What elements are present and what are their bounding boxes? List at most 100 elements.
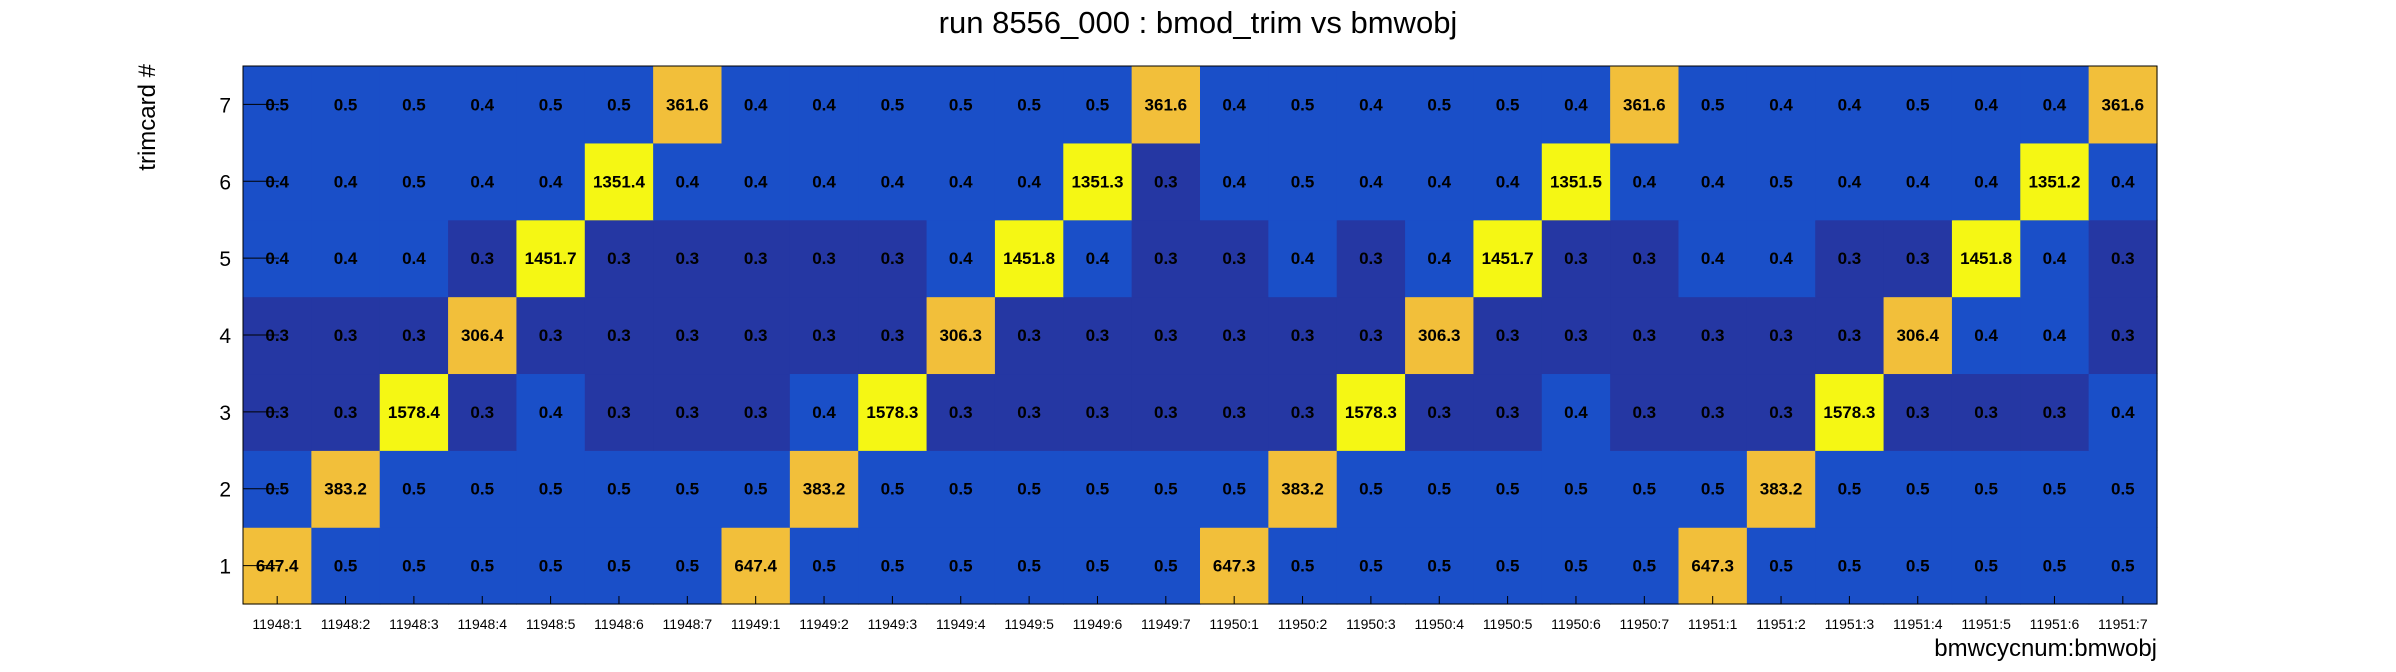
- cell-value-label: 1578.4: [388, 403, 441, 422]
- heatmap-cell: [858, 219, 928, 298]
- cell-value-label: 306.3: [939, 326, 982, 345]
- heatmap-cell: [789, 373, 859, 451]
- y-tick-label: 2: [219, 479, 231, 502]
- cell-value-label: 0.3: [1359, 249, 1383, 268]
- heatmap-cell: [789, 142, 859, 221]
- heatmap-cell: [1883, 142, 1953, 221]
- cell-value-label: 1451.8: [1003, 249, 1055, 268]
- heatmap-cell: [1541, 296, 1611, 375]
- x-tick-label: 11949:1: [731, 616, 781, 632]
- x-tick-label: 11948:5: [526, 616, 576, 632]
- cell-value-label: 0.5: [1701, 480, 1725, 499]
- heatmap-cell: [516, 296, 586, 375]
- heatmap-cell: [1473, 296, 1543, 375]
- cell-value-label: 0.5: [675, 480, 699, 499]
- cell-value-label: 0.3: [1291, 326, 1315, 345]
- heatmap-cell: [721, 296, 791, 375]
- cell-value-label: 0.4: [1017, 172, 1041, 191]
- heatmap-cell: [1200, 142, 1269, 221]
- heatmap-cell: [448, 66, 518, 144]
- cell-value-label: 0.5: [334, 95, 358, 114]
- cell-value-label: 0.3: [607, 326, 631, 345]
- x-tick-label: 11950:1: [1209, 616, 1259, 632]
- heatmap-cell: [1610, 373, 1680, 451]
- heatmap-cell: [1063, 450, 1133, 528]
- heatmap-cell: [1063, 296, 1133, 375]
- cell-value-label: 0.5: [1291, 95, 1315, 114]
- x-tick-label: 11948:2: [321, 616, 371, 632]
- cell-value-label: 0.3: [1017, 403, 1041, 422]
- cell-value-label: 0.4: [1838, 95, 1862, 114]
- cell-value-label: 0.3: [470, 403, 494, 422]
- cell-value-label: 1578.3: [1345, 403, 1397, 422]
- heatmap-cell: [448, 373, 518, 451]
- heatmap-cell: [1405, 66, 1475, 144]
- heatmap-cell: [2020, 66, 2090, 144]
- heatmap-cell: [1131, 373, 1201, 451]
- heatmap-cell: [1678, 219, 1748, 298]
- cell-value-label: 383.2: [1281, 480, 1324, 499]
- cell-value-label: 0.4: [812, 172, 836, 191]
- heatmap-cell: [1610, 66, 1680, 144]
- cell-value-label: 0.3: [1086, 403, 1110, 422]
- heatmap-cell: [1268, 219, 1338, 298]
- x-tick-label: 11951:4: [1893, 616, 1943, 632]
- cell-value-label: 0.5: [2111, 480, 2135, 499]
- heatmap-cell: [1951, 373, 2021, 451]
- heatmap-cell: [789, 219, 859, 298]
- heatmap-cell: [1063, 527, 1133, 605]
- heatmap-cell: [1678, 373, 1748, 451]
- cell-value-label: 0.3: [2043, 403, 2067, 422]
- cell-value-label: 361.6: [666, 95, 709, 114]
- heatmap-cell: [1746, 450, 1816, 528]
- heatmap-cell: [1200, 219, 1269, 298]
- cell-value-label: 0.5: [1222, 480, 1246, 499]
- x-tick-label: 11950:7: [1620, 616, 1670, 632]
- heatmap-cell: [1336, 296, 1406, 375]
- x-axis-label: bmwcycnum:bmwobj: [1934, 635, 2157, 662]
- cell-value-label: 0.4: [881, 172, 905, 191]
- heatmap-cell: [516, 450, 586, 528]
- cell-value-label: 0.5: [1086, 557, 1110, 576]
- cell-value-label: 0.5: [949, 480, 973, 499]
- heatmap-cell: [1883, 219, 1953, 298]
- cell-value-label: 0.5: [607, 557, 631, 576]
- heatmap-cell: [379, 66, 449, 144]
- cell-value-label: 0.5: [1359, 557, 1383, 576]
- heatmap-cell: [584, 142, 654, 221]
- heatmap-cell: [1063, 142, 1133, 221]
- heatmap-cell: [2020, 450, 2090, 528]
- heatmap-cell: [1678, 142, 1748, 221]
- cell-value-label: 0.5: [1427, 95, 1451, 114]
- cell-value-label: 0.4: [1974, 326, 1998, 345]
- y-tick-label: 7: [219, 94, 231, 117]
- heatmap-cell: [379, 373, 449, 451]
- cell-value-label: 0.4: [1769, 249, 1793, 268]
- heatmap-cell: [516, 373, 586, 451]
- cell-value-label: 0.4: [2043, 326, 2067, 345]
- x-tick-label: 11949:5: [1004, 616, 1054, 632]
- cell-value-label: 0.3: [881, 326, 905, 345]
- heatmap-cell: [1200, 373, 1269, 451]
- x-tick-label: 11950:4: [1414, 616, 1464, 632]
- heatmap-cell: [926, 219, 996, 298]
- heatmap-cell: [448, 296, 518, 375]
- cell-value-label: 0.5: [402, 480, 426, 499]
- cell-value-label: 0.4: [1769, 95, 1793, 114]
- heatmap-cell: [653, 373, 723, 451]
- cell-value-label: 1351.5: [1550, 172, 1602, 191]
- heatmap-cell: [1336, 66, 1406, 144]
- heatmap-cell: [584, 296, 654, 375]
- heatmap-cell: [2088, 66, 2158, 144]
- heatmap-cell: [926, 373, 996, 451]
- x-tick-labels: 11948:1 11948:2 11948:3 11948:4 11948:5 11948…: [252, 616, 2147, 632]
- cell-value-label: 0.4: [949, 249, 973, 268]
- cell-value-label: 361.6: [1623, 95, 1666, 114]
- heatmap-cell: [516, 66, 586, 144]
- heatmap-cell: [1610, 450, 1680, 528]
- cell-value-label: 1451.7: [525, 249, 577, 268]
- heatmap-cell: [1951, 296, 2021, 375]
- heatmap-cell: [1883, 66, 1953, 144]
- chart-title: run 8556_000 : bmod_trim vs bmwobj: [939, 5, 1458, 40]
- heatmap-cell: [448, 219, 518, 298]
